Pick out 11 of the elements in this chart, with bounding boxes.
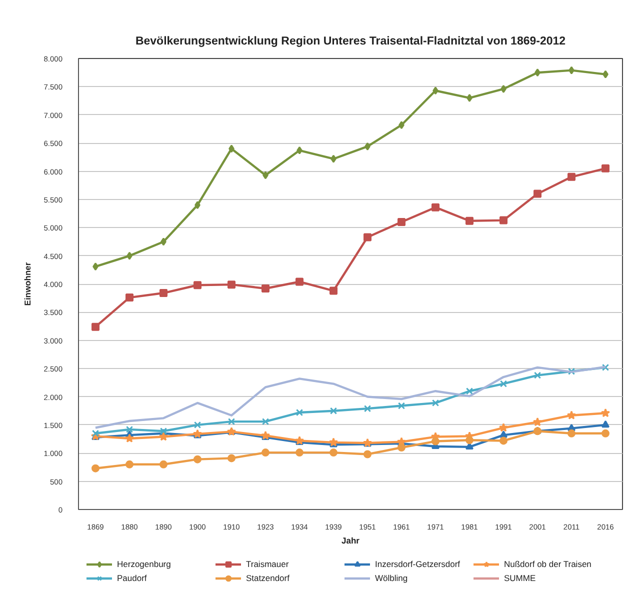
chart-title: Bevölkerungsentwicklung Region Unteres Traisental-Fladnitztal von 1869-2012 [135,36,566,48]
legend-label: Paudorf [117,572,148,584]
x-axis-title: Jahr [342,536,360,546]
legend-label: Nußdorf ob der Traisen [504,558,592,570]
legend-label: Herzogenburg [117,558,172,570]
legend-label: Statzendorf [246,572,290,584]
legend-label: Wölbling [375,572,409,584]
legend-label: SUMME [504,572,537,584]
y-axis-title: Einwohner [22,262,33,306]
legend-label: Inzersdorf-Getzersdorf [375,558,462,570]
legend-label: Traismauer [246,558,290,570]
